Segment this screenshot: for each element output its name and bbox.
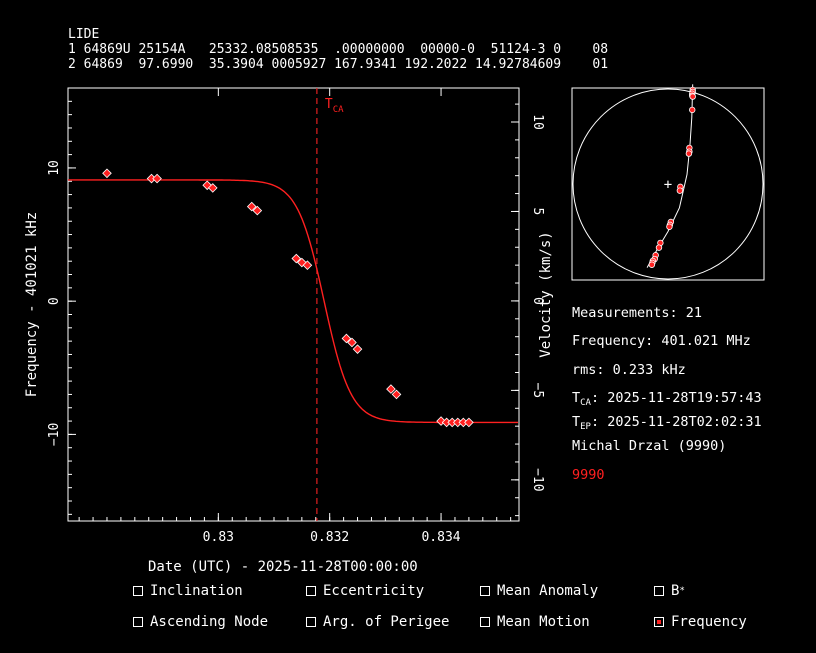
mean-motion-box[interactable] xyxy=(480,617,490,627)
bstar-sup: * xyxy=(679,586,685,596)
observer-name: Michal Drzal (9990) xyxy=(572,438,727,454)
measurement-point xyxy=(458,417,469,428)
tle-line-1: 1 64869U 25154A 25332.08508535 .00000000… xyxy=(68,42,609,57)
tle-line-2: 2 64869 97.6990 35.3904 0005927 167.9341… xyxy=(68,57,609,72)
mean-motion-checkbox[interactable]: Mean Motion xyxy=(480,614,590,630)
measurement-point xyxy=(447,417,457,428)
doppler-chart[interactable]: 0.83 0.832 0.834 −10 0 10 −10 −5 0 5 10 Frequency -… xyxy=(24,87,554,545)
measurement-point xyxy=(391,389,402,400)
eccentricity-checkbox[interactable]: Eccentricity xyxy=(306,583,424,599)
tep-info-sub: EP xyxy=(580,422,591,432)
y-right-tick-label: 5 xyxy=(530,208,545,216)
plot-frame xyxy=(67,87,520,522)
eccentricity-label: Eccentricity xyxy=(323,583,425,599)
mean-anomaly-checkbox[interactable]: Mean Anomaly xyxy=(480,583,598,599)
frequency-checkbox[interactable]: Frequency xyxy=(654,614,747,630)
mean-motion-label: Mean Motion xyxy=(497,614,590,630)
frequency-box[interactable] xyxy=(654,617,664,627)
measurement-point xyxy=(152,173,162,184)
tle-header: LIDE 1 64869U 25154A 25332.08508535 .0000… xyxy=(68,27,608,72)
tca-label-sub: CA xyxy=(333,105,344,115)
inclination-box[interactable] xyxy=(133,586,143,596)
x-tick-label: 0.834 xyxy=(421,530,460,545)
track-frame xyxy=(571,87,765,281)
track-point xyxy=(689,93,696,100)
measurement-point xyxy=(441,417,452,428)
eccentricity-box[interactable] xyxy=(306,586,316,596)
ascending-node-box[interactable] xyxy=(133,617,143,627)
track-point xyxy=(648,261,656,268)
mean-anomaly-label: Mean Anomaly xyxy=(497,583,599,599)
measurement-point xyxy=(347,337,357,348)
bstar-box[interactable] xyxy=(654,586,664,596)
y-right-tick-label: 0 xyxy=(530,297,545,305)
x-axis-label: Date (UTC) - 2025-11-28T00:00:00 xyxy=(148,559,418,575)
y-right-tick-label: −10 xyxy=(530,468,545,491)
measurement-point xyxy=(352,344,363,354)
track-point xyxy=(685,150,693,157)
measurement-point xyxy=(291,253,302,264)
measurement-point xyxy=(341,333,352,344)
y-left-tick-label: 10 xyxy=(47,160,62,176)
tep-info-label: T xyxy=(572,414,581,430)
x-tick-label: 0.83 xyxy=(203,530,234,545)
bstar-checkbox[interactable]: B * xyxy=(654,583,685,599)
tep-info: TEP: 2025-11-28T02:02:31 xyxy=(572,414,762,432)
arg-of-perigee-checkbox[interactable]: Arg. of Perigee xyxy=(306,614,449,630)
arg-of-perigee-label: Arg. of Perigee xyxy=(323,614,450,630)
ascending-node-checkbox[interactable]: Ascending Node xyxy=(133,614,268,630)
measurement-point xyxy=(146,173,157,184)
measurement-point xyxy=(207,183,218,193)
measurement-point xyxy=(252,205,263,216)
y-left-axis-label: Frequency - 401021 kHz xyxy=(24,212,40,397)
frequency-value: Frequency: 401.021 MHz xyxy=(572,333,751,349)
y-left-tick-label: −10 xyxy=(47,423,62,446)
track-point xyxy=(689,106,696,114)
measurement-point xyxy=(452,417,463,428)
ground-track-line xyxy=(646,84,694,268)
satellite-name: LIDE xyxy=(68,27,100,42)
arg-of-perigee-box[interactable] xyxy=(306,617,316,627)
mean-anomaly-box[interactable] xyxy=(480,586,490,596)
y-right-tick-label: −5 xyxy=(530,383,545,399)
tep-info-value: : 2025-11-28T02:02:31 xyxy=(590,414,762,430)
frequency-label: Frequency xyxy=(671,614,747,630)
measurements-count: Measurements: 21 xyxy=(572,305,703,321)
y-left-tick-label: 0 xyxy=(47,297,62,305)
tca-info-sub: CA xyxy=(580,398,591,408)
ground-track-chart[interactable]: + xyxy=(571,84,765,281)
measurement-point xyxy=(386,384,396,394)
track-point xyxy=(676,187,684,194)
y-right-axis-label: Velocity (km/s) xyxy=(538,231,554,357)
inclination-label: Inclination xyxy=(150,583,243,599)
rms-value: rms: 0.233 kHz xyxy=(572,362,686,378)
observer-mark: + xyxy=(664,177,672,193)
measurement-point xyxy=(246,201,257,212)
track-point xyxy=(655,244,663,251)
x-tick-label: 0.832 xyxy=(310,530,349,545)
measurement-point xyxy=(102,168,112,179)
ascending-node-label: Ascending Node xyxy=(150,614,269,630)
inclination-checkbox[interactable]: Inclination xyxy=(133,583,243,599)
measurement-point xyxy=(464,417,474,428)
tca-info-label: T xyxy=(572,390,581,406)
measurement-point xyxy=(302,260,313,271)
station-id: 9990 xyxy=(572,467,605,483)
y-right-tick-label: 10 xyxy=(530,114,545,130)
bstar-label: B xyxy=(671,583,680,599)
horizon-circle xyxy=(572,88,764,280)
tca-info-value: : 2025-11-28T19:57:43 xyxy=(590,390,762,406)
track-point xyxy=(666,223,673,230)
fit-curve xyxy=(68,179,518,424)
tca-label: TCA xyxy=(325,97,344,115)
tca-label-main: T xyxy=(325,97,333,112)
tca-info: TCA: 2025-11-28T19:57:43 xyxy=(572,390,762,408)
